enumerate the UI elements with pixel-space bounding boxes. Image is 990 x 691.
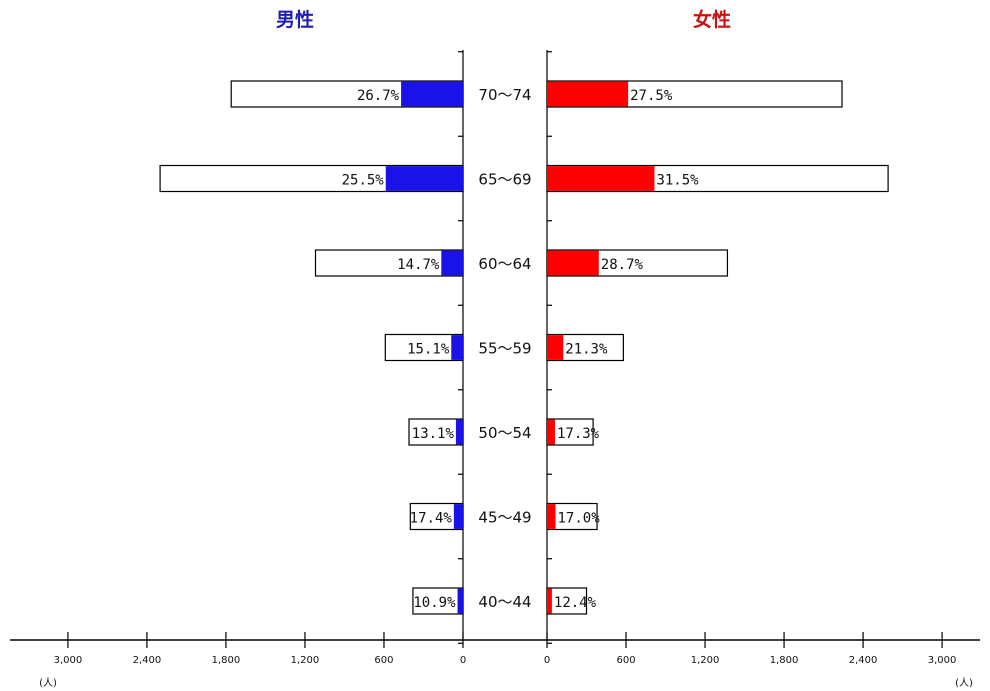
x-tick-label-right: 0: [544, 655, 550, 666]
x-tick-label-left: 600: [374, 655, 393, 666]
x-tick-label-left: 1,800: [212, 655, 241, 666]
male-percent-label: 17.4%: [410, 511, 453, 527]
male-bar-share: [457, 588, 463, 614]
x-tick-label-left: 1,200: [291, 655, 320, 666]
male-bar-share: [401, 81, 463, 107]
x-tick-label-right: 600: [616, 655, 635, 666]
age-label: 60～64: [478, 255, 531, 273]
labels: 70～74 26.7% 27.5% 65～69 25.5% 31.5% 60～64 14.7%…: [342, 86, 700, 611]
female-bar-share: [547, 81, 629, 107]
female-bar-share: [547, 335, 564, 360]
male-bar-total: [408, 418, 464, 446]
male-percent-label: 14.7%: [397, 257, 440, 273]
male-percent-label: 10.9%: [413, 595, 456, 611]
age-label: 50～54: [478, 424, 531, 442]
female-bar-share: [547, 588, 552, 614]
x-tick-label-left: 0: [460, 655, 466, 666]
female-percent-label: 17.3%: [557, 426, 600, 442]
male-percent-label: 26.7%: [357, 88, 400, 104]
x-tick-label-right: 1,200: [691, 655, 720, 666]
male-bar-share: [441, 250, 463, 276]
female-percent-label: 21.3%: [565, 342, 608, 358]
female-bar-share: [547, 250, 599, 276]
male-bar-share: [385, 166, 463, 191]
x-tick-label-left: 2,400: [133, 655, 162, 666]
bars: [159, 80, 889, 615]
female-title: 女性: [693, 8, 731, 31]
male-percent-label: 13.1%: [412, 426, 455, 442]
female-bar-share: [547, 504, 556, 529]
x-tick-label-right: 1,800: [770, 655, 799, 666]
male-percent-label: 15.1%: [407, 342, 450, 358]
female-percent-label: 31.5%: [656, 173, 699, 189]
male-bar-share: [453, 504, 463, 529]
female-percent-label: 27.5%: [630, 88, 673, 104]
male-bar-share: [455, 419, 463, 445]
age-label: 55～59: [478, 340, 531, 358]
age-label: 45～49: [478, 509, 531, 527]
female-percent-label: 17.0%: [558, 511, 601, 527]
x-tick-label-right: 2,400: [849, 655, 878, 666]
female-percent-label: 12.4%: [554, 595, 597, 611]
female-percent-label: 28.7%: [601, 257, 644, 273]
x-tick-label-right: 3,000: [928, 655, 957, 666]
male-percent-label: 25.5%: [342, 173, 385, 189]
male-title: 男性: [276, 8, 314, 31]
age-label: 65～69: [478, 171, 531, 189]
male-bar-total: [314, 249, 464, 277]
age-label: 70～74: [478, 86, 531, 104]
male-bar-share: [451, 335, 463, 360]
x-tick-label-left: 3,000: [54, 655, 83, 666]
female-bar-share: [547, 419, 555, 445]
female-bar-share: [547, 166, 655, 191]
x-unit-left: (人): [39, 677, 57, 689]
x-unit-right: (人): [955, 677, 973, 689]
axes: 3,000 2,400 1,800 1,200 600 0 0 600 1,200 1,800 2,…: [10, 50, 980, 666]
age-label: 40～44: [478, 593, 531, 611]
